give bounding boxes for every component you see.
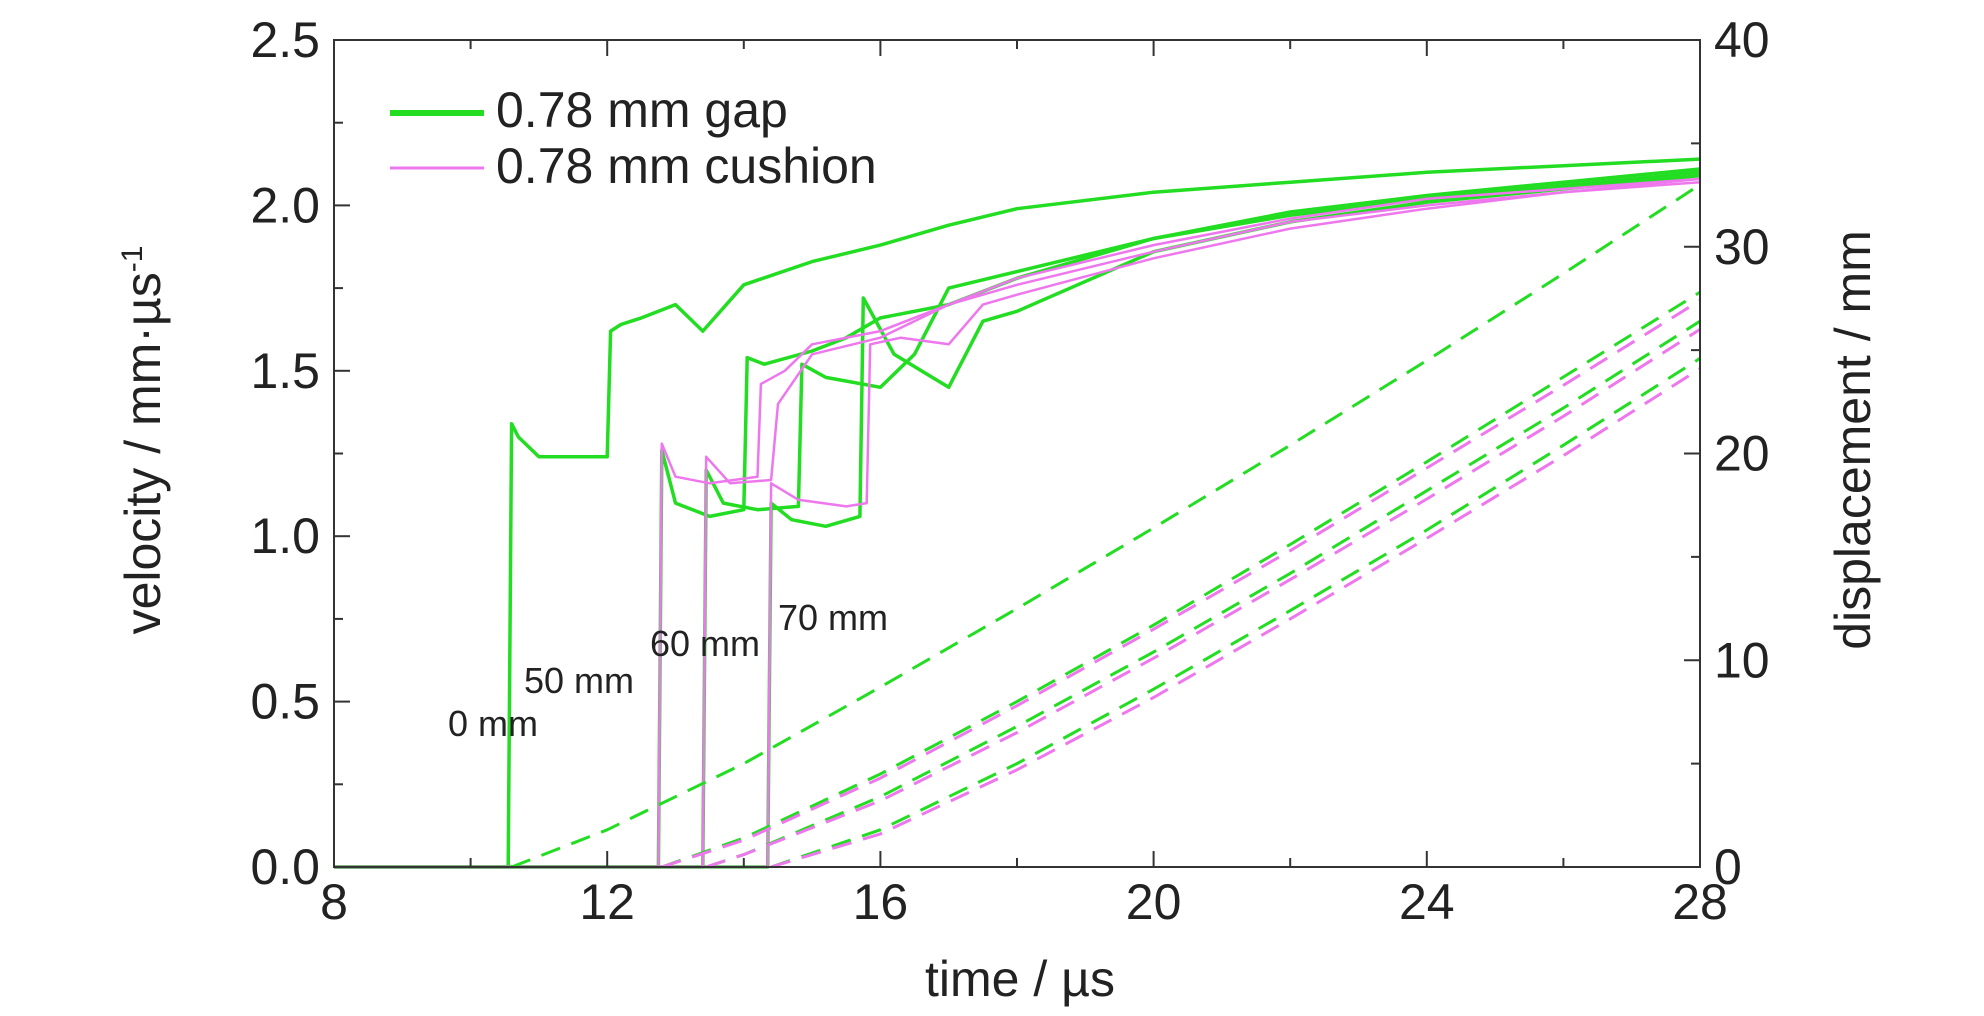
series-gap-displacement-10 — [770, 357, 1701, 869]
y-left-tick-label: 1.5 — [250, 343, 320, 399]
annotation-60mm: 60 mm — [650, 623, 760, 664]
series-gap-displacement-8 — [661, 290, 1701, 869]
y-right-tick-label: 10 — [1714, 632, 1770, 688]
series-cushion-displacement-13 — [770, 367, 1701, 869]
series-gap-velocity-2 — [334, 170, 1701, 869]
y-left-tick-label: 0.5 — [250, 674, 320, 730]
x-tick-label: 24 — [1399, 874, 1455, 930]
series-gap-velocity-1 — [334, 167, 1701, 869]
y-left-tick-label: 0.0 — [250, 839, 320, 895]
y-right-tick-label: 40 — [1714, 12, 1770, 68]
series-cushion-velocity-5 — [334, 177, 1701, 869]
y-left-tick-label: 1.0 — [250, 508, 320, 564]
legend: 0.78 mm gap 0.78 mm cushion — [390, 82, 877, 194]
y-right-tick-label: 20 — [1714, 426, 1770, 482]
x-axis-title: time / µs — [925, 951, 1115, 1007]
x-tick-label: 16 — [853, 874, 909, 930]
x-tick-label: 12 — [579, 874, 635, 930]
annotation-70mm: 70 mm — [778, 597, 888, 638]
series-cushion-displacement-11 — [661, 299, 1701, 869]
series-layer — [334, 157, 1701, 869]
y-left-tick-label: 2.0 — [250, 177, 320, 233]
series-cushion-displacement-12 — [705, 328, 1701, 869]
x-tick-label: 8 — [320, 874, 348, 930]
y-left-axis-title-main: velocity / mm·µs — [115, 272, 171, 634]
legend-label-cushion: 0.78 mm cushion — [496, 138, 877, 194]
y-left-axis-title-superscript: -1 — [116, 246, 149, 273]
series-gap-velocity-0 — [334, 157, 1701, 869]
y-right-tick-label: 30 — [1714, 219, 1770, 275]
series-cushion-velocity-6 — [334, 180, 1701, 869]
legend-label-gap: 0.78 mm gap — [496, 82, 788, 138]
series-gap-displacement-9 — [705, 319, 1701, 869]
y-right-tick-label: 0 — [1714, 839, 1742, 895]
text-layer: time / µs velocity / mm·µs-1 displacemen… — [115, 230, 1881, 1007]
annotation-0mm: 0 mm — [448, 703, 538, 744]
y-left-axis-title: velocity / mm·µs-1 — [115, 246, 171, 635]
x-tick-label: 28 — [1672, 874, 1728, 930]
series-gap-velocity-3 — [334, 173, 1701, 869]
x-tick-label: 20 — [1126, 874, 1182, 930]
y-right-axis-title: displacement / mm — [1825, 230, 1881, 650]
y-left-tick-label: 2.5 — [250, 12, 320, 68]
series-gap-displacement-7 — [511, 183, 1701, 869]
annotations: 0 mm 50 mm 60 mm 70 mm — [448, 597, 888, 744]
series-cushion-velocity-4 — [334, 177, 1701, 869]
axes-layer: 8 12 16 20 24 28 0.0 0.5 1.0 1.5 2.0 2.5 0 10 20 30 40 — [250, 12, 1769, 930]
annotation-50mm: 50 mm — [524, 660, 634, 701]
